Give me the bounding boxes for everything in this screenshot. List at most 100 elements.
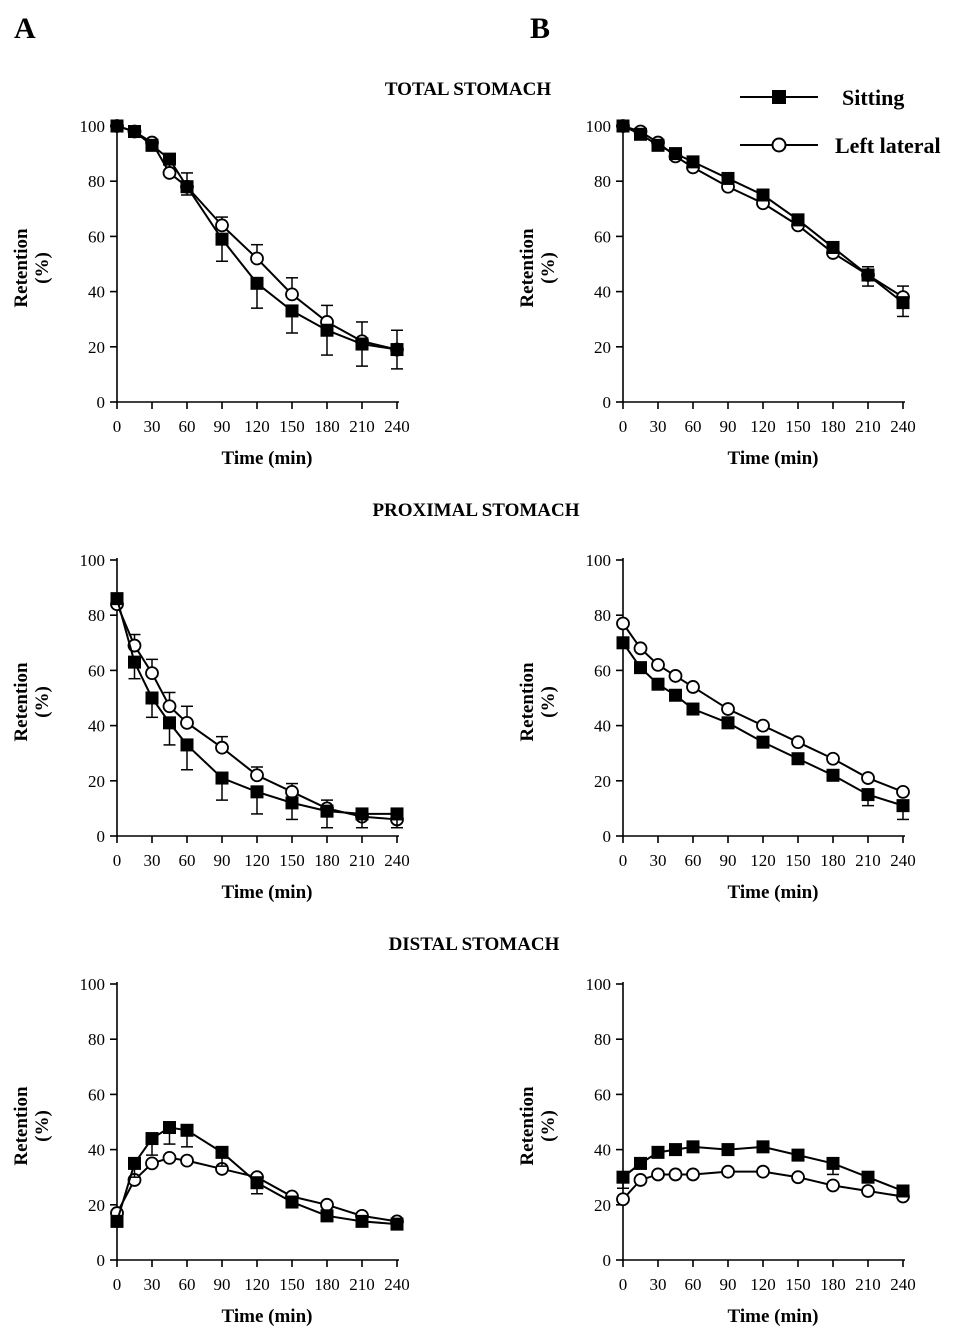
y-tick-label: 20: [88, 1196, 105, 1215]
series-sitting: [110, 119, 404, 370]
y-tick-label: 100: [586, 975, 612, 994]
data-point-sitting: [756, 1140, 770, 1154]
x-tick-label: 90: [720, 417, 737, 436]
x-tick-label: 240: [384, 417, 410, 436]
data-point-sitting: [634, 1156, 647, 1170]
x-tick-label: 0: [619, 417, 628, 436]
data-point-left-lateral: [180, 1153, 194, 1168]
x-tick-label: 30: [144, 417, 161, 436]
data-point-sitting: [355, 1214, 369, 1228]
x-tick-label: 120: [750, 851, 776, 870]
section-title-proximal: PROXIMAL STOMACH: [372, 500, 579, 521]
data-point-sitting: [826, 240, 840, 254]
chart-panels: 0 20 40 60 80 100 0 30 60 90 120 150 180 210 240 Time (…: [11, 117, 916, 1327]
data-point-sitting: [110, 1214, 124, 1228]
y-tick-label: 60: [594, 1085, 611, 1104]
data-point-sitting: [320, 1209, 334, 1223]
y-tick-label: 60: [88, 661, 105, 680]
data-point-sitting: [651, 677, 665, 691]
series-line-left-lateral: [116, 125, 398, 351]
data-point-sitting: [721, 1143, 735, 1157]
series-left-lateral: [616, 1164, 910, 1207]
data-point-sitting: [390, 807, 404, 821]
x-tick-label: 240: [384, 851, 410, 870]
data-point-sitting: [250, 276, 264, 290]
chart-a-total-stomach: 0 20 40 60 80 100 0 30 60 90 120 150 180 210 240 Time (…: [11, 117, 410, 469]
data-point-left-lateral: [633, 1173, 648, 1187]
data-point-sitting: [669, 1143, 682, 1157]
y-tick-label: 20: [594, 1196, 611, 1215]
data-point-sitting: [826, 768, 840, 782]
data-point-sitting: [896, 799, 910, 813]
x-tick-label: 0: [113, 417, 122, 436]
x-tick-label: 150: [279, 1275, 305, 1294]
data-point-left-lateral: [686, 680, 700, 694]
chart-a-proximal-stomach: 0 20 40 60 80 100 0 30 60 90 120 150 180 210 240 Time (…: [11, 551, 410, 903]
y-axis-title: Retention: [517, 228, 538, 308]
y-tick-label: 80: [88, 606, 105, 625]
data-point-sitting: [861, 268, 875, 282]
data-point-left-lateral: [162, 166, 177, 180]
x-tick-label: 120: [244, 851, 270, 870]
data-point-sitting: [634, 661, 647, 675]
data-point-sitting: [128, 655, 141, 669]
y-axis-unit: (%): [32, 686, 53, 718]
x-tick-label: 180: [314, 417, 340, 436]
y-axis-title: Retention: [11, 228, 32, 308]
data-point-left-lateral: [285, 287, 299, 302]
data-point-left-lateral: [180, 715, 194, 730]
y-tick-label: 80: [88, 172, 105, 191]
data-point-sitting: [128, 1156, 141, 1170]
data-point-sitting: [285, 1195, 299, 1209]
data-point-left-lateral: [861, 771, 875, 785]
data-point-sitting: [355, 807, 369, 821]
panel-letter-a: A: [14, 12, 36, 45]
x-tick-label: 120: [244, 1275, 270, 1294]
legend-label-sitting: Sitting: [842, 85, 904, 110]
y-tick-label: 100: [586, 551, 612, 570]
x-tick-label: 60: [179, 851, 196, 870]
x-tick-label: 180: [820, 1275, 846, 1294]
x-tick-label: 240: [890, 851, 916, 870]
y-tick-label: 100: [80, 975, 106, 994]
data-point-sitting: [180, 738, 194, 752]
x-axis-title: Time (min): [222, 448, 313, 469]
data-point-left-lateral: [145, 666, 159, 681]
y-axis-title: Retention: [11, 1086, 32, 1166]
x-tick-label: 150: [785, 417, 811, 436]
x-tick-label: 60: [179, 417, 196, 436]
series-sitting: [616, 119, 910, 318]
data-point-left-lateral: [668, 669, 683, 683]
series-sitting: [110, 592, 404, 829]
x-axis-title: Time (min): [222, 882, 313, 903]
y-tick-label: 0: [97, 1251, 106, 1270]
x-axis-title: Time (min): [222, 1306, 313, 1327]
data-point-left-lateral: [162, 699, 177, 714]
legend: Sitting Left lateral: [740, 85, 941, 158]
data-point-left-lateral: [721, 1164, 735, 1179]
y-axis-title: Retention: [11, 662, 32, 742]
data-point-sitting: [861, 1170, 875, 1184]
data-point-sitting: [163, 716, 176, 730]
y-tick-label: 60: [594, 227, 611, 246]
x-tick-label: 0: [113, 1275, 122, 1294]
y-tick-label: 20: [88, 772, 105, 791]
data-point-sitting: [634, 127, 647, 141]
data-point-sitting: [215, 1145, 229, 1159]
data-point-sitting: [285, 796, 299, 810]
x-tick-label: 120: [244, 417, 270, 436]
y-tick-label: 60: [594, 661, 611, 680]
y-axis-unit: (%): [538, 686, 559, 718]
section-title-total: TOTAL STOMACH: [385, 79, 552, 100]
data-point-sitting: [390, 343, 404, 357]
x-tick-label: 210: [349, 1275, 375, 1294]
data-point-sitting: [826, 1156, 840, 1170]
y-tick-label: 20: [594, 772, 611, 791]
y-tick-label: 100: [586, 117, 612, 136]
data-point-sitting: [791, 213, 805, 227]
data-point-sitting: [128, 125, 141, 139]
data-point-left-lateral: [686, 1167, 700, 1182]
series-left-lateral: [110, 119, 404, 357]
x-tick-label: 210: [855, 1275, 881, 1294]
